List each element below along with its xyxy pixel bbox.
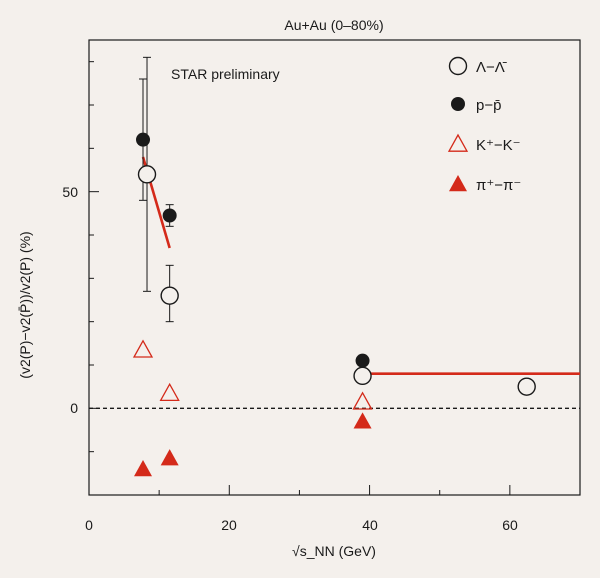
x-axis-label: √s_NN (GeV)	[292, 543, 376, 559]
chart-title: Au+Au (0–80%)	[284, 17, 383, 33]
legend-label-lambda: Λ−Λ̄	[476, 59, 507, 76]
legend-label-kaon: K⁺−K⁻	[476, 137, 521, 154]
x-tick-label-60: 60	[502, 517, 518, 533]
x-axis-ticks	[88, 485, 581, 495]
marker-1-2	[355, 353, 370, 368]
marker-3-2	[353, 412, 372, 429]
marker-0-0	[137, 165, 157, 184]
marker-2-1	[159, 382, 180, 402]
x-tick-label-0: 0	[85, 517, 93, 533]
data-markers	[132, 132, 536, 477]
marker-1-0	[136, 132, 151, 147]
marker-1-1	[162, 208, 177, 223]
annotation-star-preliminary: STAR preliminary	[171, 66, 280, 82]
legend-label-proton: p−p̄	[476, 97, 501, 114]
x-tick-label-40: 40	[362, 517, 378, 533]
y-axis-label: (v2(P)−v2(P̄))/v2(P) (%)	[17, 231, 33, 378]
marker-3-1	[160, 449, 179, 466]
legend-label-pion: π⁺−π⁻	[476, 177, 521, 194]
marker-0-2	[353, 366, 372, 386]
legend-symbol-2	[447, 133, 469, 152]
legend-symbol-3	[449, 175, 467, 192]
legend: Λ−Λ̄ p−p̄ K⁺−K⁻ π⁺−π⁻	[447, 56, 521, 194]
marker-3-0	[134, 460, 153, 477]
legend-symbols	[447, 56, 469, 192]
legend-symbol-0	[448, 56, 468, 76]
y-tick-label-0: 0	[70, 400, 78, 416]
marker-2-0	[132, 339, 154, 358]
y-tick-label-50: 50	[62, 184, 78, 200]
marker-2-2	[352, 391, 373, 410]
marker-0-3	[517, 377, 536, 396]
x-tick-label-20: 20	[221, 517, 237, 533]
legend-symbol-1	[451, 97, 465, 111]
marker-0-1	[160, 286, 179, 305]
plot-frame	[88, 39, 581, 496]
error-bars	[139, 56, 174, 323]
y-axis-ticks	[89, 61, 99, 453]
